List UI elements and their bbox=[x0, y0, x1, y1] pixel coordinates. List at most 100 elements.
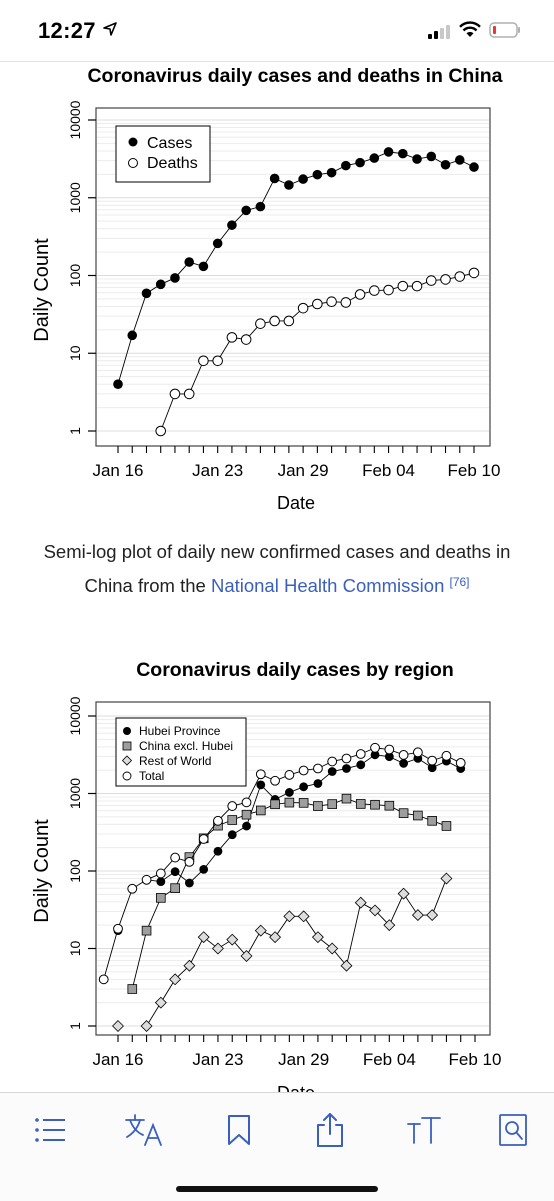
translate-icon bbox=[125, 1114, 162, 1146]
point-rest-of-world bbox=[311, 931, 324, 944]
point-hubei-province bbox=[370, 750, 380, 760]
point-deaths bbox=[297, 302, 309, 314]
x-tick-label: Feb 04 bbox=[362, 461, 415, 480]
point-total bbox=[241, 797, 252, 808]
y-tick-label: 1000 bbox=[67, 182, 83, 213]
point-rest-of-world bbox=[369, 904, 382, 917]
legend-deaths-marker bbox=[128, 158, 138, 168]
point-rest-of-world bbox=[283, 910, 296, 923]
point-rest-of-world bbox=[411, 909, 424, 922]
point-deaths bbox=[454, 271, 466, 282]
point-cases bbox=[326, 167, 337, 178]
bookmark-button[interactable] bbox=[216, 1107, 262, 1153]
y-tick-label: 100 bbox=[67, 859, 83, 883]
legend-rest-of-world-marker bbox=[121, 755, 133, 766]
point-deaths bbox=[326, 296, 337, 308]
point-cases bbox=[127, 330, 138, 341]
point-total bbox=[370, 742, 380, 753]
point-total bbox=[384, 744, 395, 755]
language-button[interactable] bbox=[123, 1107, 169, 1153]
point-cases bbox=[440, 159, 451, 170]
point-cases bbox=[369, 153, 380, 163]
point-total bbox=[98, 974, 109, 985]
location-arrow-icon bbox=[103, 22, 117, 36]
contents-button[interactable] bbox=[27, 1107, 73, 1153]
point-deaths bbox=[169, 388, 181, 400]
chart1-title: Coronavirus daily cases and deaths in Ch… bbox=[87, 65, 502, 87]
point-total bbox=[455, 758, 466, 768]
point-deaths bbox=[468, 267, 480, 279]
series-cases-line bbox=[117, 151, 475, 385]
reference-76-link[interactable]: [76] bbox=[449, 575, 470, 589]
point-hubei-province bbox=[185, 878, 194, 888]
point-china-excl-hubei bbox=[313, 801, 323, 811]
point-cases bbox=[383, 147, 394, 157]
point-total bbox=[127, 883, 138, 894]
point-hubei-province bbox=[284, 788, 294, 797]
point-total bbox=[198, 834, 209, 844]
bookmark-icon bbox=[228, 1115, 250, 1145]
point-china-excl-hubei bbox=[413, 810, 423, 821]
point-total bbox=[113, 923, 123, 934]
x-tick-label: Feb 04 bbox=[363, 1050, 416, 1069]
point-rest-of-world bbox=[154, 996, 167, 1009]
y-tick-label: 10 bbox=[67, 345, 83, 361]
battery-low-icon bbox=[489, 22, 520, 38]
point-china-excl-hubei bbox=[441, 821, 452, 831]
point-china-excl-hubei bbox=[255, 805, 266, 816]
point-cases bbox=[412, 154, 422, 164]
series-rest-of-world-line bbox=[146, 878, 447, 1027]
point-deaths bbox=[226, 332, 238, 343]
x-tick-label: Jan 16 bbox=[92, 461, 143, 480]
point-cases bbox=[241, 205, 251, 216]
point-deaths bbox=[269, 315, 280, 327]
point-deaths bbox=[212, 355, 223, 367]
chart1-plot-box bbox=[95, 107, 491, 447]
point-hubei-province bbox=[213, 846, 223, 856]
chart1-legend: Cases Deaths bbox=[115, 125, 211, 183]
point-total bbox=[298, 765, 309, 776]
point-cases bbox=[312, 169, 323, 180]
point-cases bbox=[269, 173, 280, 184]
point-china-excl-hubei bbox=[398, 808, 409, 818]
point-hubei-province bbox=[384, 752, 394, 762]
point-china-excl-hubei bbox=[370, 799, 380, 810]
point-rest-of-world bbox=[383, 919, 396, 932]
point-cases bbox=[398, 148, 408, 159]
point-deaths bbox=[283, 315, 295, 327]
reader-toolbar bbox=[0, 1092, 554, 1201]
point-china-excl-hubei bbox=[141, 925, 152, 936]
chart2-legend: Hubei Province China excl. Hubei Rest of… bbox=[115, 717, 247, 787]
point-china-excl-hubei bbox=[355, 799, 366, 809]
x-tick-label: Jan 29 bbox=[278, 461, 329, 480]
point-cases bbox=[341, 160, 351, 171]
point-deaths bbox=[354, 289, 366, 300]
point-rest-of-world bbox=[426, 909, 439, 922]
point-rest-of-world bbox=[269, 931, 282, 944]
point-rest-of-world bbox=[326, 942, 339, 955]
point-cases bbox=[454, 155, 465, 165]
point-china-excl-hubei bbox=[341, 793, 352, 804]
chart2-title: Coronavirus daily cases by region bbox=[136, 659, 454, 681]
legend-cases-marker bbox=[128, 137, 138, 147]
point-china-excl-hubei bbox=[170, 883, 180, 893]
point-deaths bbox=[198, 355, 209, 367]
legend-total-marker bbox=[122, 771, 132, 781]
national-health-commission-link[interactable]: National Health Commission bbox=[210, 575, 445, 596]
point-rest-of-world bbox=[112, 1020, 124, 1032]
point-cases bbox=[113, 379, 123, 389]
point-total bbox=[327, 756, 338, 767]
point-rest-of-world bbox=[397, 887, 410, 900]
share-button[interactable] bbox=[307, 1107, 353, 1153]
point-rest-of-world bbox=[140, 1020, 153, 1032]
point-china-excl-hubei bbox=[227, 815, 238, 825]
figure-caption: Semi-log plot of daily new confirmed cas… bbox=[20, 537, 534, 601]
point-china-excl-hubei bbox=[270, 799, 280, 810]
x-tick-label: Jan 29 bbox=[278, 1050, 329, 1069]
point-total bbox=[412, 747, 423, 758]
text-size-button[interactable] bbox=[401, 1107, 447, 1153]
text-size-icon bbox=[407, 1117, 441, 1144]
chart1-xlabel: Date bbox=[277, 493, 315, 513]
point-cases bbox=[355, 157, 365, 168]
find-in-page-button[interactable] bbox=[490, 1107, 536, 1153]
